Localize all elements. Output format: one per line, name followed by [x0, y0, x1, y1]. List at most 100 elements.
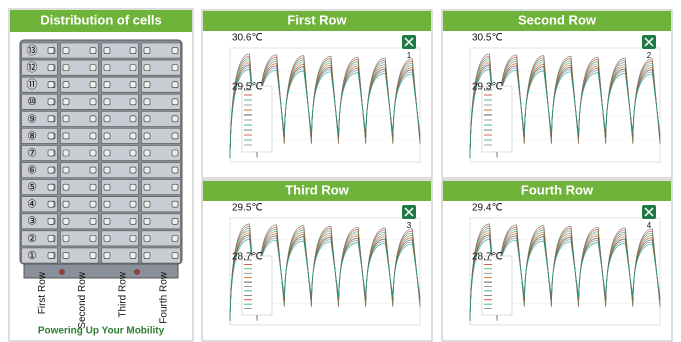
cell-terminal: [62, 149, 70, 157]
chart-panel-title: Second Row: [518, 12, 597, 27]
cell-terminal: [89, 47, 97, 54]
cell-block: [60, 179, 99, 195]
file-number: 1: [407, 51, 412, 60]
cell-terminal: [47, 98, 55, 106]
cell-block: [141, 230, 181, 247]
cell-terminal: [171, 149, 179, 157]
cell-block: [21, 42, 58, 59]
cell-number: ②: [27, 233, 37, 245]
cell-number: ⑬: [27, 44, 38, 57]
cell-terminal: [89, 166, 97, 174]
file-number: 4: [647, 221, 652, 230]
cell-terminal: [129, 115, 137, 123]
chart-panel-title: Fourth Row: [521, 182, 594, 197]
cell-terminal: [103, 81, 111, 88]
cell-block: [141, 111, 181, 127]
cell-block: [21, 93, 58, 110]
cell-terminal: [103, 47, 111, 54]
cell-terminal: [89, 81, 97, 88]
cell-terminal: [62, 115, 70, 123]
cell-terminal: [103, 235, 111, 242]
chart-panel-header: [203, 11, 431, 31]
cell-terminal: [103, 200, 111, 208]
cell-block: [141, 247, 181, 264]
cell-terminal: [89, 200, 97, 208]
cell-terminal: [47, 166, 55, 174]
cell-terminal: [129, 183, 137, 191]
cell-number: ①: [27, 250, 37, 262]
cell-block: [141, 179, 181, 195]
excel-icon-mark: [644, 207, 654, 217]
cell-terminal: [89, 98, 97, 106]
cell-terminal: [103, 218, 111, 225]
cell-block: [21, 76, 58, 93]
cell-block: [21, 247, 58, 264]
cell-terminal: [171, 200, 179, 208]
legend-box: [481, 85, 513, 153]
cell-terminal: [171, 132, 179, 140]
cell-block: [141, 196, 181, 213]
cell-terminal: [143, 183, 151, 191]
max-temperature: 29.5℃: [232, 203, 263, 214]
cell-terminal: [171, 47, 179, 54]
left-panel-title: Distribution of cells: [40, 12, 161, 27]
cell-terminal: [143, 166, 151, 174]
cell-terminal: [143, 235, 151, 242]
cell-block: [60, 247, 99, 264]
cell-terminal: [171, 252, 179, 259]
cell-number: ③: [27, 216, 37, 228]
cell-block: [101, 162, 139, 178]
min-temperature: 28.7℃: [472, 252, 503, 263]
cell-number: ⑨: [27, 113, 37, 125]
column-label: First Row: [37, 271, 48, 314]
cell-terminal: [143, 81, 151, 88]
cell-terminal: [129, 47, 137, 54]
max-temperature: 29.4℃: [472, 203, 503, 214]
cell-terminal: [143, 218, 151, 225]
connector: [134, 269, 140, 275]
chart-panel-header: [443, 181, 671, 201]
cell-terminal: [103, 183, 111, 191]
cell-terminal: [143, 98, 151, 106]
cell-block: [101, 213, 139, 230]
cell-block: [101, 59, 139, 76]
cell-terminal: [143, 252, 151, 259]
cell-number: ⑦: [27, 147, 37, 159]
cell-terminal: [47, 132, 55, 140]
cell-number: ⑪: [27, 78, 38, 91]
cell-block: [21, 196, 58, 213]
cell-terminal: [47, 149, 55, 157]
cell-block: [141, 93, 181, 110]
cell-block: [60, 145, 99, 161]
cell-block: [101, 230, 139, 247]
cell-block: [60, 230, 99, 247]
cell-terminal: [103, 115, 111, 123]
cell-terminal: [62, 81, 70, 88]
cell-block: [141, 213, 181, 230]
cell-terminal: [143, 47, 151, 54]
cell-terminal: [129, 218, 137, 225]
cell-terminal: [103, 252, 111, 259]
cell-number: ⑧: [27, 130, 37, 142]
cell-terminal: [47, 183, 55, 191]
cell-terminal: [171, 115, 179, 123]
cell-terminal: [62, 218, 70, 225]
cell-terminal: [47, 81, 55, 88]
cell-terminal: [62, 47, 70, 54]
cell-terminal: [171, 218, 179, 225]
cell-number: ④: [27, 199, 37, 211]
cell-block: [60, 76, 99, 93]
cell-terminal: [129, 235, 137, 242]
cell-block: [21, 179, 58, 195]
cell-terminal: [47, 200, 55, 208]
cell-number: ⑩: [27, 96, 37, 108]
cell-terminal: [171, 64, 179, 71]
min-temperature: 28.7℃: [232, 252, 263, 263]
cell-terminal: [89, 64, 97, 71]
cell-block: [141, 59, 181, 76]
cell-block: [141, 76, 181, 93]
cell-block: [141, 145, 181, 161]
cell-terminal: [89, 252, 97, 259]
cell-block: [60, 42, 99, 59]
min-temperature: 29.5℃: [232, 82, 263, 93]
